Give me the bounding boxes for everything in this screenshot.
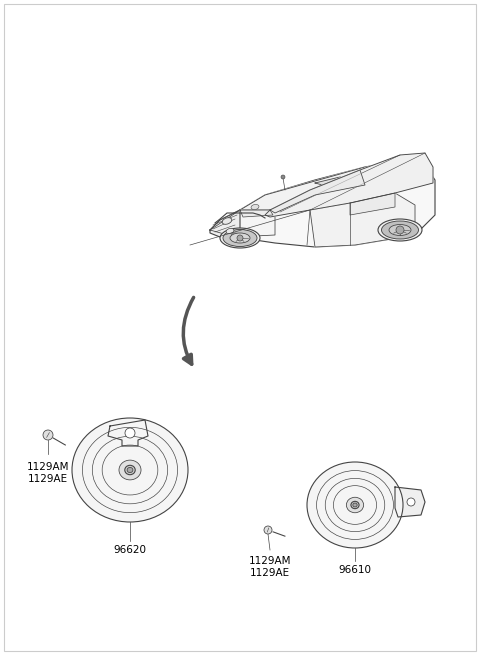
Ellipse shape: [72, 418, 188, 522]
Ellipse shape: [231, 233, 239, 237]
Polygon shape: [210, 210, 275, 237]
Ellipse shape: [222, 217, 232, 224]
Text: 96610: 96610: [338, 565, 372, 575]
Ellipse shape: [389, 225, 411, 236]
Circle shape: [396, 226, 404, 234]
Ellipse shape: [378, 219, 422, 241]
Circle shape: [264, 526, 272, 534]
Ellipse shape: [220, 228, 260, 248]
Ellipse shape: [307, 462, 403, 548]
Polygon shape: [270, 170, 365, 213]
Circle shape: [237, 235, 243, 241]
Ellipse shape: [125, 465, 135, 475]
Ellipse shape: [223, 229, 257, 246]
Text: 96620: 96620: [113, 545, 146, 555]
Polygon shape: [240, 210, 273, 217]
Ellipse shape: [382, 221, 419, 239]
Polygon shape: [210, 160, 435, 247]
Ellipse shape: [347, 497, 364, 513]
Ellipse shape: [119, 460, 141, 480]
Polygon shape: [395, 487, 425, 517]
Polygon shape: [310, 193, 415, 247]
Ellipse shape: [353, 503, 357, 507]
Circle shape: [125, 428, 135, 438]
Circle shape: [281, 175, 285, 179]
Circle shape: [43, 430, 53, 440]
Ellipse shape: [226, 229, 234, 234]
Polygon shape: [240, 160, 405, 210]
Polygon shape: [210, 210, 240, 239]
Polygon shape: [265, 153, 433, 217]
Ellipse shape: [127, 468, 133, 473]
Polygon shape: [108, 420, 148, 446]
Ellipse shape: [230, 233, 250, 243]
Ellipse shape: [351, 501, 359, 509]
Circle shape: [407, 498, 415, 506]
Polygon shape: [315, 177, 355, 187]
Polygon shape: [350, 193, 395, 215]
Text: 1129AM
1129AE: 1129AM 1129AE: [249, 556, 291, 578]
Ellipse shape: [251, 204, 259, 210]
Text: 1129AM
1129AE: 1129AM 1129AE: [27, 462, 69, 483]
